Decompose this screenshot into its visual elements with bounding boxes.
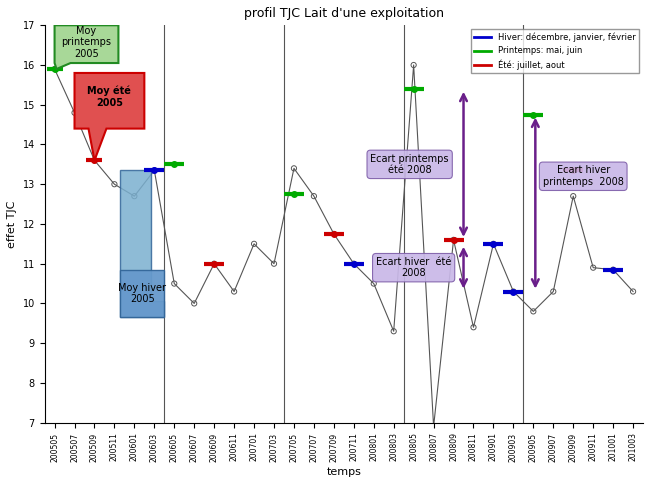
Text: Ecart printemps
été 2008: Ecart printemps été 2008 [370,153,449,175]
Title: profil TJC Lait d'une exploitation: profil TJC Lait d'une exploitation [244,7,444,20]
Text: Moy hiver
2005: Moy hiver 2005 [118,283,166,304]
Text: Ecart hiver
printemps  2008: Ecart hiver printemps 2008 [543,166,623,187]
Point [329,230,339,238]
Point [289,190,299,198]
Point [608,266,618,273]
Point [468,323,478,331]
Point [408,61,419,69]
Point [149,166,159,174]
Point [329,230,339,238]
Point [348,260,359,268]
Point [548,287,558,295]
X-axis label: temps: temps [326,467,361,477]
Point [389,327,399,335]
Point [588,264,599,272]
Point [169,161,179,168]
Point [89,156,99,164]
Point [568,192,578,200]
Point [508,287,519,295]
Y-axis label: effet TJC: effet TJC [7,200,17,248]
Point [209,260,219,268]
Point [70,109,80,117]
Point [488,240,499,248]
Point [169,280,179,287]
Text: Moy été
2005: Moy été 2005 [88,86,131,108]
Point [209,260,219,268]
Point [269,260,280,268]
Text: Ecart hiver  été
2008: Ecart hiver été 2008 [376,257,451,278]
Point [408,85,419,93]
Point [428,423,439,430]
Polygon shape [55,25,118,69]
Point [289,165,299,172]
Point [309,192,319,200]
Point [628,287,638,295]
Point [49,65,60,73]
Point [369,280,379,287]
Point [229,287,239,295]
Point [89,156,99,164]
Legend: Hiver: décembre, janvier, février, Printemps: mai, juin, Été: juillet, aout: Hiver: décembre, janvier, février, Print… [471,30,639,74]
Point [189,300,200,307]
Point [448,236,459,244]
Point [528,111,539,119]
Point [448,236,459,244]
Point [508,287,519,295]
FancyBboxPatch shape [120,270,164,318]
Point [249,240,259,248]
Point [49,65,60,73]
Point [608,266,618,273]
Polygon shape [75,73,144,160]
Point [528,307,539,315]
Point [348,260,359,268]
Point [488,240,499,248]
Point [149,166,159,174]
Point [129,192,140,200]
Point [109,181,120,188]
Point [568,166,578,174]
Text: Moy
printemps
2005: Moy printemps 2005 [62,26,112,59]
Polygon shape [120,170,164,318]
